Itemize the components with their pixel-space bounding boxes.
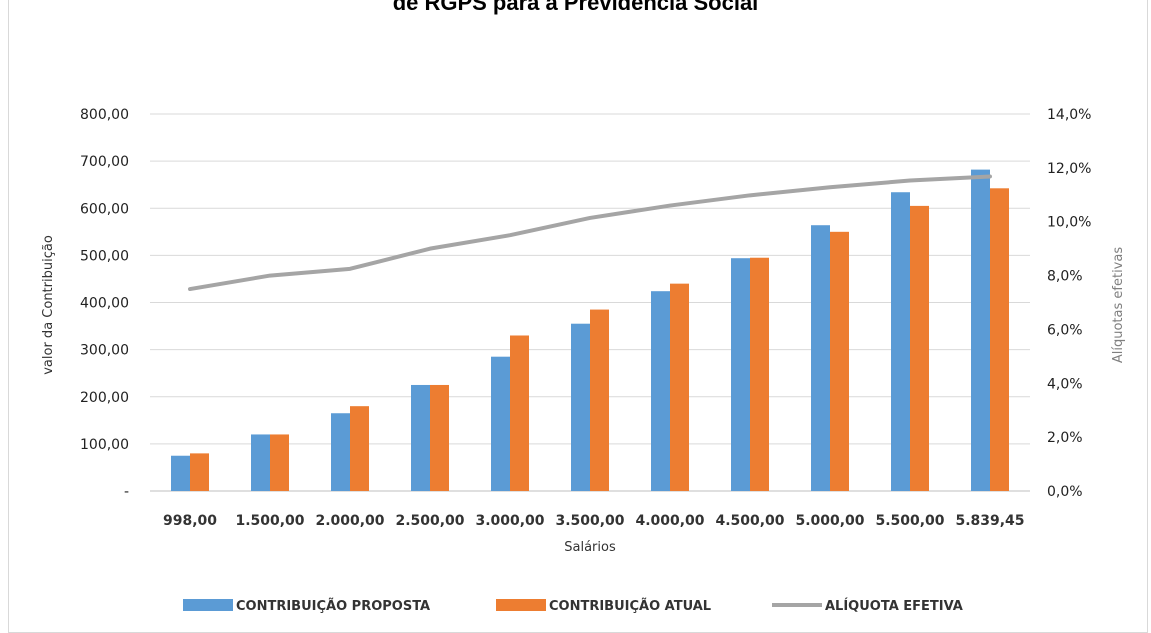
legend-swatch [183,599,233,611]
y2-tick-label: 10,0% [1047,215,1091,231]
x-tick-label: 4.500,00 [715,513,784,529]
x-tick-label: 5.839,45 [955,513,1024,529]
x-axis-label: Salários [564,540,616,555]
right-axis-ticks: 0,0% 2,0% 4,0% 6,0% 8,0% 10,0% 12,0% 14,0% [1047,107,1091,500]
y-axis-label: valor da Contribuição [41,235,56,375]
bar-contribuicao-proposta [331,413,350,491]
bar-contribuicao-proposta [251,434,270,491]
y2-tick-label: 6,0% [1047,322,1083,338]
y-tick-label: 200,00 [80,390,129,406]
x-tick-label: 3.000,00 [475,513,544,529]
y2-tick-label: 14,0% [1047,107,1091,123]
x-tick-label: 3.500,00 [555,513,624,529]
bar-contribuicao-atual [910,205,929,492]
bar-contribuicao-proposta [651,291,670,491]
y-tick-label: - [124,484,129,500]
y2-tick-label: 0,0% [1047,484,1083,500]
y-tick-label: 600,00 [80,201,129,217]
y2-tick-label: 4,0% [1047,376,1083,392]
y-tick-label: 800,00 [80,107,129,123]
x-tick-label: 998,00 [163,513,217,529]
y2-tick-label: 8,0% [1047,269,1083,285]
y-tick-label: 300,00 [80,343,129,359]
series-line-aliquota-efetiva [188,174,992,292]
bars [171,169,1009,492]
legend-item-aliquota-efetiva: ALÍQUOTA EFETIVA [772,598,963,614]
legend: CONTRIBUIÇÃO PROPOSTA CONTRIBUIÇÃO ATUAL A… [183,598,963,614]
legend-label: ALÍQUOTA EFETIVA [825,598,963,614]
x-tick-label: 5.000,00 [795,513,864,529]
y2-tick-label: 2,0% [1047,430,1083,446]
x-tick-label: 2.500,00 [395,513,464,529]
x-tick-label: 1.500,00 [235,513,304,529]
bar-contribuicao-proposta [571,323,590,491]
bar-contribuicao-atual [990,188,1009,491]
bar-contribuicao-atual [670,283,689,491]
legend-item-contribuicao-atual: CONTRIBUIÇÃO ATUAL [496,598,711,614]
bar-contribuicao-proposta [971,169,990,492]
y2-axis-label: Alíquotas efetivas [1111,247,1126,363]
legend-swatch [496,599,546,611]
bar-contribuicao-atual [830,231,849,491]
y-tick-label: 100,00 [80,437,129,453]
bar-contribuicao-atual [350,406,369,491]
x-axis-ticks: 998,00 1.500,00 2.000,00 2.500,00 3.000,00 3.… [163,513,1025,529]
y-tick-label: 700,00 [80,154,129,170]
bar-contribuicao-proposta [891,192,910,492]
bar-contribuicao-atual [590,309,609,491]
chart-title: de RGPS para a Previdência Social [392,0,759,15]
bar-contribuicao-proposta [411,384,430,491]
y2-tick-label: 12,0% [1047,161,1091,177]
bar-contribuicao-proposta [731,258,750,491]
bar-contribuicao-proposta [811,225,830,491]
x-tick-label: 5.500,00 [875,513,944,529]
bar-contribuicao-atual [190,453,209,491]
x-tick-label: 4.000,00 [635,513,704,529]
bar-contribuicao-atual [430,384,449,491]
legend-label: CONTRIBUIÇÃO PROPOSTA [236,598,430,614]
bar-contribuicao-atual [750,257,769,491]
bar-contribuicao-atual [270,434,289,491]
y-tick-label: 400,00 [80,296,129,312]
effective-rate-line [188,174,992,292]
bar-contribuicao-proposta [491,356,510,491]
legend-label: CONTRIBUIÇÃO ATUAL [549,598,711,614]
bar-contribuicao-atual [510,335,529,491]
bar-contribuicao-proposta [171,455,190,491]
legend-item-contribuicao-proposta: CONTRIBUIÇÃO PROPOSTA [183,598,430,614]
y-tick-label: 500,00 [80,248,129,264]
left-axis-ticks: - 100,00 200,00 300,00 400,00 500,00 600,00 700… [80,107,129,500]
x-tick-label: 2.000,00 [315,513,384,529]
